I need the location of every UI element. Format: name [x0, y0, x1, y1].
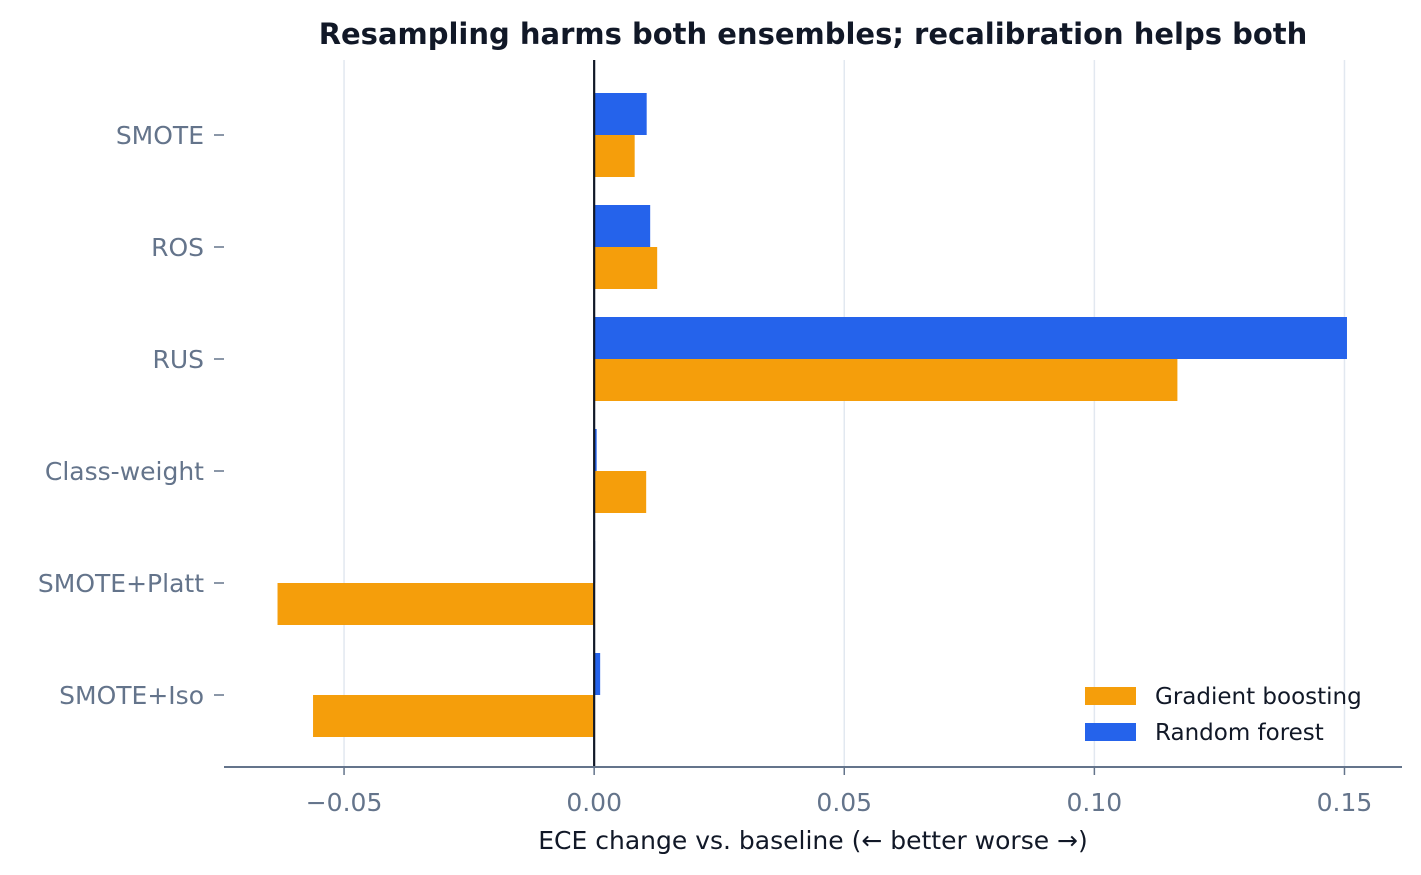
x-tick-label: 0.05 [816, 788, 872, 817]
bars [277, 93, 1347, 737]
y-tick-label: ROS [151, 233, 204, 262]
bar-random-forest-class-weight [594, 429, 597, 471]
y-axis: SMOTE ROS RUS Class-weight SMOTE+Platt SMOTE+… [38, 121, 224, 710]
bar-random-forest-ros [594, 205, 651, 247]
bar-gradient-boosting-ros [594, 247, 658, 289]
bar-gradient-boosting-smote-platt [277, 583, 595, 625]
gridlines [343, 60, 1346, 767]
y-tick-label: SMOTE [116, 121, 204, 150]
legend-swatch-random-forest [1085, 723, 1136, 741]
legend-label-random-forest: Random forest [1155, 720, 1324, 746]
x-axis-label: ECE change vs. baseline (← better worse … [538, 826, 1088, 855]
chart-title: Resampling harms both ensembles; recalib… [319, 17, 1308, 51]
legend: Gradient boosting Random forest [1085, 684, 1362, 746]
legend-label-gradient-boosting: Gradient boosting [1155, 684, 1362, 710]
x-tick-label: 0.15 [1317, 788, 1373, 817]
y-tick-label: Class-weight [45, 457, 204, 486]
x-tick-label: −0.05 [306, 788, 383, 817]
bar-gradient-boosting-smote [594, 135, 635, 177]
bar-gradient-boosting-class-weight [594, 471, 647, 513]
y-tick-label: RUS [152, 345, 204, 374]
legend-swatch-gradient-boosting [1085, 687, 1136, 705]
bar-random-forest-smote [594, 93, 647, 135]
x-tick-label: 0.00 [566, 788, 622, 817]
bar-random-forest-rus [594, 317, 1347, 359]
y-tick-label: SMOTE+Platt [38, 569, 204, 598]
bar-random-forest-smote-iso [594, 653, 601, 695]
bar-gradient-boosting-smote-iso [313, 695, 595, 737]
y-tick-label: SMOTE+Iso [59, 681, 204, 710]
x-axis: −0.05 0.00 0.05 0.10 0.15 [306, 767, 1373, 817]
bar-gradient-boosting-rus [594, 359, 1178, 401]
x-tick-label: 0.10 [1067, 788, 1123, 817]
